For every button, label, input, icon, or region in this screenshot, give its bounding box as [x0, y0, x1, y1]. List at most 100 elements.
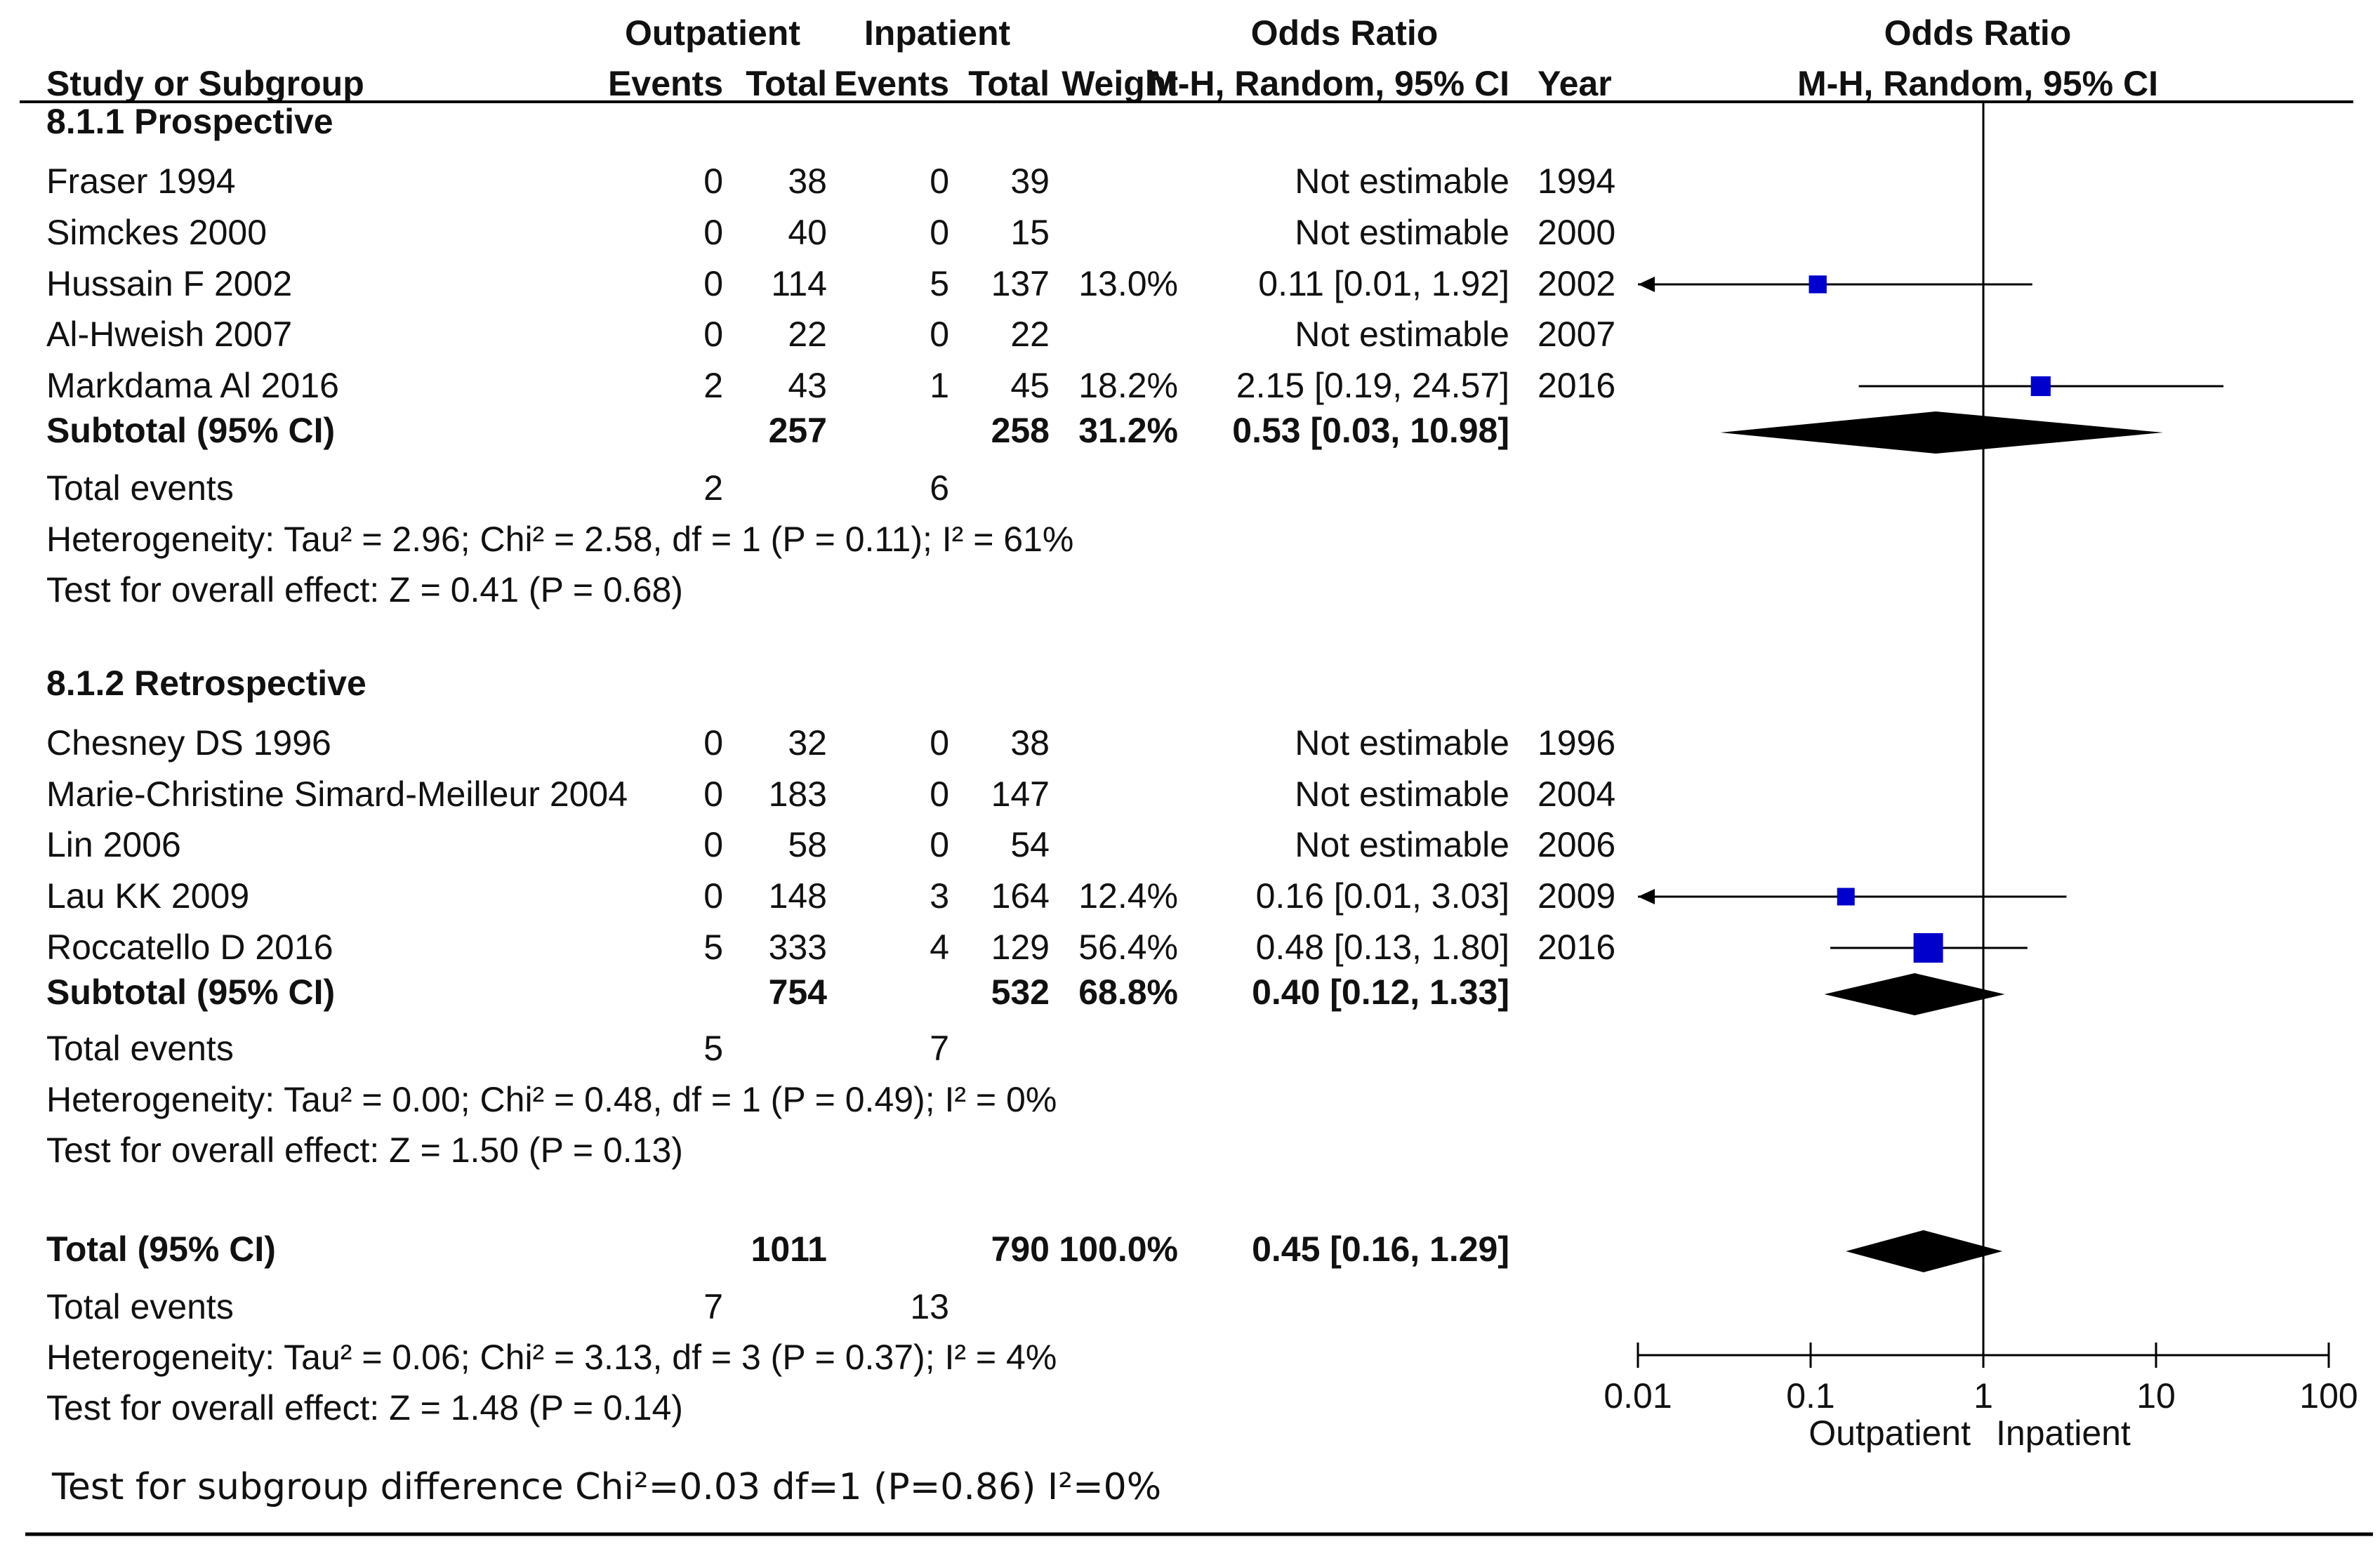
- study-point: [1913, 933, 1943, 963]
- subtotal-outpatient-total: 754: [769, 972, 828, 1012]
- overall-effect-text: Test for overall effect: Z = 1.50 (P = 0…: [46, 1130, 683, 1170]
- study-year: 2016: [1538, 928, 1615, 967]
- study-or-ci: 0.11 [0.01, 1.92]: [1258, 264, 1509, 303]
- x-tick-label: 100: [2299, 1376, 2358, 1416]
- study-row: Lau KK 2009 0 148 3 164 12.4% 0.16 [0.01, 3.03…: [46, 876, 1615, 916]
- subtotal-or-ci: 0.40 [0.12, 1.33]: [1252, 972, 1509, 1012]
- heterogeneity-text: Heterogeneity: Tau² = 0.00; Chi² = 0.48,…: [46, 1080, 1057, 1119]
- x-tick-label: 0.01: [1604, 1376, 1672, 1416]
- study-name: Al-Hweish 2007: [46, 315, 292, 354]
- outpatient-total: 183: [769, 774, 827, 814]
- subgroup-difference-test: Test for subgroup difference Chi²=0.03 d…: [51, 1466, 1161, 1508]
- heterogeneity-text: Heterogeneity: Tau² = 0.06; Chi² = 3.13,…: [46, 1338, 1057, 1377]
- inpatient-total: 15: [1010, 213, 1050, 252]
- study-name: Roccatello D 2016: [46, 928, 333, 967]
- study-name: Marie-Christine Simard-Meilleur 2004: [46, 774, 628, 814]
- total-events-outpatient: 5: [703, 1029, 723, 1068]
- study-weight: 18.2%: [1078, 366, 1178, 405]
- study-weight: 56.4%: [1078, 928, 1178, 967]
- subtotal-outpatient-total: 257: [769, 411, 827, 450]
- study-name: Chesney DS 1996: [46, 723, 331, 763]
- inpatient-events: 0: [930, 723, 949, 763]
- study-weight: 13.0%: [1078, 264, 1178, 303]
- study-or-ci: 0.16 [0.01, 3.03]: [1256, 876, 1509, 916]
- inpatient-events: 4: [930, 928, 949, 967]
- subgroup-title: 8.1.1 Prospective: [46, 102, 333, 141]
- outpatient-events: 0: [703, 315, 723, 354]
- study-name: Markdama Al 2016: [46, 366, 339, 405]
- outpatient-total: 114: [771, 264, 827, 303]
- header-year: Year: [1538, 64, 1612, 103]
- inpatient-events: 0: [930, 315, 949, 354]
- total-events-inpatient: 7: [930, 1029, 949, 1068]
- subtotal-inpatient-total: 532: [991, 972, 1050, 1012]
- total-events-label: Total events: [46, 1029, 234, 1068]
- header-total-2: Total: [968, 64, 1050, 103]
- ci-arrow-left: [1638, 889, 1655, 904]
- inpatient-total: 137: [991, 264, 1050, 303]
- x-tick-label: 1: [1974, 1376, 1993, 1416]
- subtotal-or-ci: 0.53 [0.03, 10.98]: [1232, 411, 1509, 450]
- header-events-2: Events: [834, 64, 949, 103]
- subtotal-row: Subtotal (95% CI) 257 258 31.2% 0.53 [0.03, …: [46, 411, 1509, 450]
- inpatient-total: 164: [991, 876, 1050, 916]
- subtotal-label: Subtotal (95% CI): [46, 972, 335, 1012]
- header-total-1: Total: [746, 64, 827, 103]
- study-weight: 12.4%: [1078, 876, 1178, 916]
- study-or-ci: Not estimable: [1295, 723, 1509, 763]
- study-year: 2004: [1538, 774, 1615, 814]
- study-point: [1809, 275, 1827, 294]
- study-or-ci: Not estimable: [1295, 213, 1509, 252]
- inpatient-events: 3: [930, 876, 949, 916]
- subtotal-weight: 31.2%: [1078, 411, 1178, 450]
- subtotal-weight: 68.8%: [1078, 972, 1178, 1012]
- plot-area: 0.01 0.1 1 10 100 Outpatient Inpatient: [1604, 102, 2358, 1453]
- table-header: Outpatient Inpatient Odds Ratio Odds Rat…: [46, 13, 2158, 103]
- total-inpatient: 790: [991, 1229, 1050, 1269]
- study-row: Lin 2006 0 58 0 54 Not estimable 2006: [46, 825, 1615, 864]
- favours-outpatient-label: Outpatient: [1809, 1413, 1971, 1453]
- outpatient-total: 58: [788, 825, 827, 864]
- inpatient-events: 0: [930, 774, 949, 814]
- total-outpatient: 1011: [751, 1229, 827, 1269]
- header-events-1: Events: [608, 64, 723, 103]
- study-row: Chesney DS 1996 0 32 0 38 Not estimable 1996: [46, 723, 1615, 763]
- study-or-ci: Not estimable: [1295, 161, 1509, 201]
- study-name: Lau KK 2009: [46, 876, 249, 916]
- study-point: [2030, 376, 2051, 397]
- outpatient-events: 0: [703, 876, 723, 916]
- study-name: Lin 2006: [46, 825, 181, 864]
- outpatient-events: 5: [703, 928, 723, 967]
- study-year: 1996: [1538, 723, 1615, 763]
- x-tick-label: 10: [2136, 1376, 2176, 1416]
- study-year: 2006: [1538, 825, 1615, 864]
- subtotal-row: Subtotal (95% CI) 754 532 68.8% 0.40 [0.12, …: [46, 972, 1509, 1012]
- inpatient-events: 0: [930, 825, 949, 864]
- inpatient-events: 0: [930, 161, 949, 201]
- inpatient-total: 54: [1010, 825, 1050, 864]
- overall-effect-text: Test for overall effect: Z = 1.48 (P = 0…: [46, 1388, 683, 1427]
- study-row: Roccatello D 2016 5 333 4 129 56.4% 0.48 [0.13…: [46, 928, 1615, 967]
- study-row: Al-Hweish 2007 0 22 0 22 Not estimable 2007: [46, 315, 1615, 354]
- header-study: Study or Subgroup: [46, 64, 364, 103]
- study-year: 2009: [1538, 876, 1615, 916]
- total-events-label: Total events: [46, 1287, 234, 1326]
- table-body: 8.1.1 Prospective Fraser 1994 0 38 0 39 Not es…: [46, 102, 1615, 1427]
- outpatient-total: 32: [788, 723, 827, 763]
- outpatient-events: 0: [703, 723, 723, 763]
- study-year: 1994: [1538, 161, 1615, 201]
- study-row: Hussain F 2002 0 114 5 137 13.0% 0.11 [0.01, 1…: [46, 264, 1615, 303]
- outpatient-events: 0: [703, 161, 723, 201]
- header-inpatient: Inpatient: [864, 13, 1011, 53]
- study-or-ci: Not estimable: [1295, 315, 1509, 354]
- inpatient-total: 38: [1010, 723, 1050, 763]
- heterogeneity-text: Heterogeneity: Tau² = 2.96; Chi² = 2.58,…: [46, 520, 1073, 559]
- total-events-label: Total events: [46, 468, 234, 508]
- study-row: Simckes 2000 0 40 0 15 Not estimable 2000: [46, 213, 1615, 252]
- outpatient-total: 333: [769, 928, 827, 967]
- inpatient-total: 39: [1010, 161, 1050, 201]
- inpatient-total: 129: [991, 928, 1050, 967]
- total-events-inpatient: 13: [910, 1287, 949, 1326]
- study-row: Fraser 1994 0 38 0 39 Not estimable 1994: [46, 161, 1615, 201]
- header-outpatient: Outpatient: [625, 13, 800, 53]
